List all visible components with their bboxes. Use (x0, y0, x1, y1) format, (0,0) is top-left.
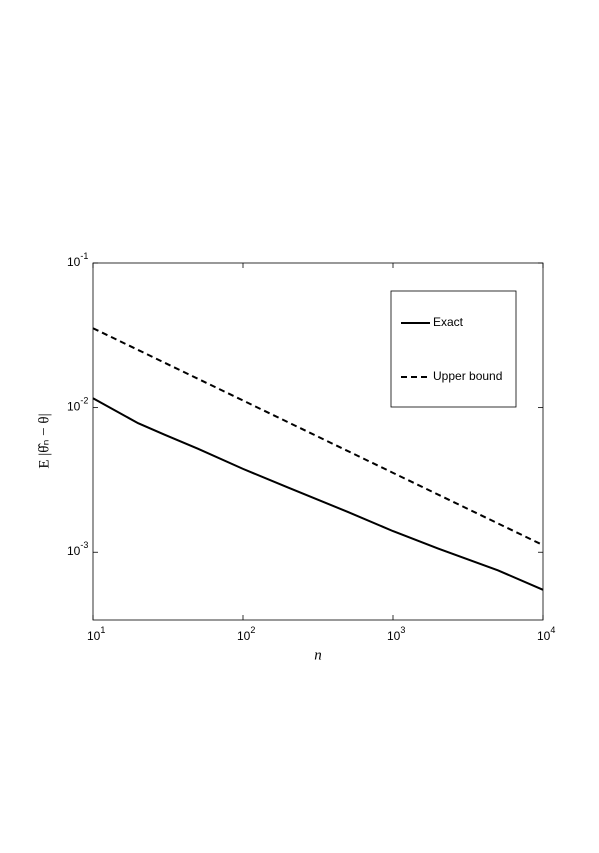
legend-box (390, 290, 517, 408)
tick-exponent: -2 (80, 396, 88, 406)
legend-label: Upper bound (433, 369, 502, 383)
tick-base: 10 (87, 629, 101, 643)
legend-label: Exact (433, 315, 464, 329)
plot-frame (92, 262, 544, 621)
series-line (92, 397, 544, 591)
tick-label: 102 (237, 625, 255, 643)
tick-label: 103 (387, 625, 405, 643)
x-axis-label: n (314, 647, 322, 663)
tick-label: 10-2 (67, 396, 88, 414)
tick-exponent: 1 (100, 625, 105, 635)
tick-exponent: 4 (550, 625, 555, 635)
tick-base: 10 (387, 629, 401, 643)
tick-exponent: 2 (250, 625, 255, 635)
tick-exponent: -3 (80, 541, 88, 551)
tick-label: 104 (537, 625, 555, 643)
tick-label: 10-1 (67, 251, 88, 269)
tick-label: 101 (87, 625, 105, 643)
y-axis-label: E |θ̂ₙ − θ| (36, 413, 52, 468)
tick-label: 10-3 (67, 541, 88, 559)
tick-base: 10 (67, 255, 81, 269)
tick-base: 10 (67, 400, 81, 414)
tick-base: 10 (237, 629, 251, 643)
tick-exponent: 3 (400, 625, 405, 635)
tick-exponent: -1 (80, 251, 88, 261)
series-line (92, 327, 544, 547)
tick-base: 10 (67, 544, 81, 558)
tick-base: 10 (537, 629, 551, 643)
